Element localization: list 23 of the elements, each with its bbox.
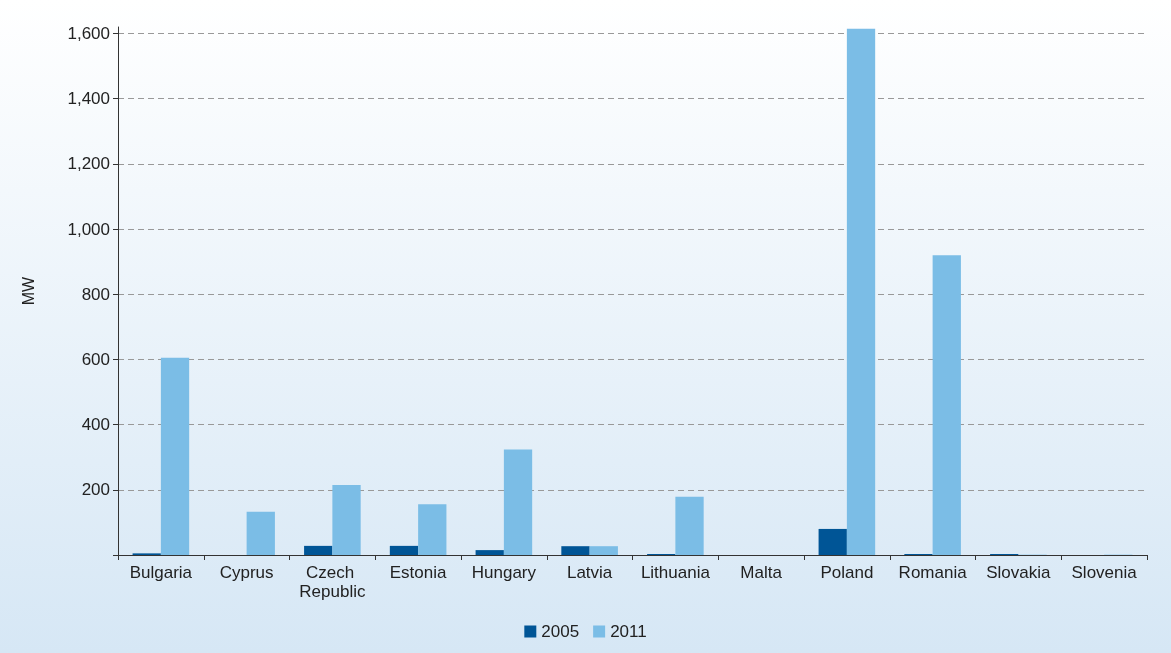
x-tick-label: Estonia	[389, 563, 448, 582]
y-tick-label: 400	[81, 415, 110, 435]
x-tick-label: Bulgaria	[129, 563, 193, 582]
legend-label: 2011	[610, 622, 647, 641]
x-tick-label: Czech Republic	[299, 563, 366, 601]
x-tick-label: Slovakia	[986, 563, 1052, 582]
y-tick-label: 200	[81, 480, 110, 500]
y-tick-label: 1,400	[67, 89, 110, 109]
x-tick-label: Lithuania	[640, 563, 711, 582]
y-tick-label: 1,200	[67, 154, 110, 174]
y-tick-label: 1,000	[67, 219, 110, 239]
x-tick-label: Slovenia	[1071, 563, 1138, 582]
x-tick-label: Romania	[898, 563, 968, 582]
y-tick-label: 1,600	[67, 24, 110, 44]
y-tick-label: 800	[81, 284, 110, 304]
x-tick-label: Latvia	[566, 563, 613, 582]
x-tick-label: Cyprus	[219, 563, 274, 582]
x-tick-label: Hungary	[471, 563, 537, 582]
legend-label: 2005	[541, 622, 580, 641]
y-tick-label: 600	[81, 349, 110, 369]
y-axis-title: MW	[19, 275, 37, 306]
x-tick-label: Malta	[740, 563, 783, 582]
x-tick-label: Poland	[820, 563, 874, 582]
